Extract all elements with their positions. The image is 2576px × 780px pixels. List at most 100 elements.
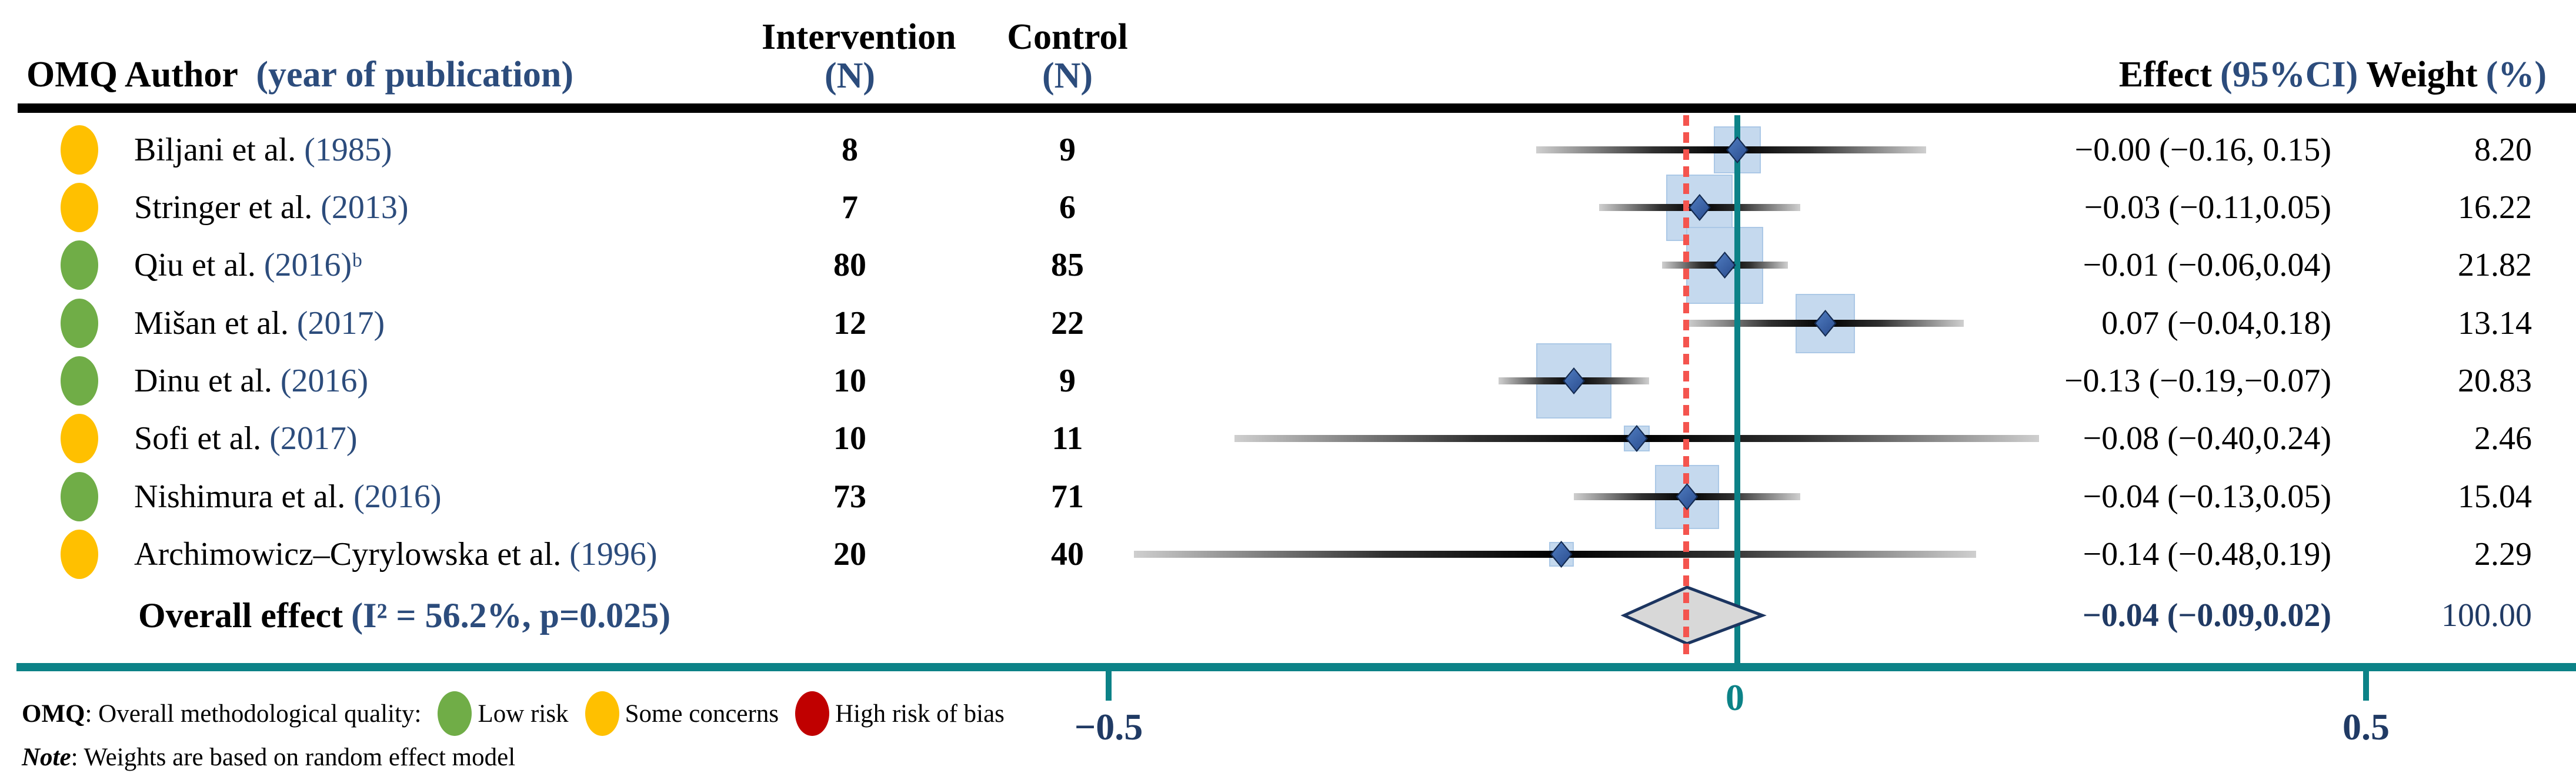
intervention-n-value: 20 [833, 536, 866, 573]
note-label: Note [22, 744, 71, 771]
intervention-n-value: 7 [842, 189, 858, 226]
omq-risk-dot [61, 356, 98, 406]
control-n-value: 9 [1059, 363, 1076, 399]
overall-effect-row: Overall effect (I² = 56.2%, p=0.025) −0.0… [0, 586, 2576, 645]
control-n-value: 71 [1051, 478, 1084, 515]
effect-ci-value: −0.04 (−0.13,0.05) [2083, 478, 2331, 515]
omq-risk-dot [61, 183, 98, 232]
effect-ci-value: −0.00 (−0.16, 0.15) [2074, 132, 2331, 168]
overall-weight-value: 100.00 [2441, 597, 2532, 634]
legend-high-risk-label: High risk of bias [835, 699, 1005, 728]
some-concerns-dot-icon [585, 691, 619, 736]
effect-ci-value: −0.13 (−0.19,−0.07) [2064, 363, 2331, 399]
low-risk-dot-icon [438, 691, 472, 736]
effect-ci-value: 0.07 (−0.04,0.18) [2101, 305, 2331, 342]
table-row: Biljani et al. (1985) 8 9 −0.00 (−0.16, 0… [0, 120, 2576, 179]
author-header-year: (year of publication) [256, 55, 573, 95]
control-n-value: 22 [1051, 305, 1084, 342]
study-author: Mišan et al. [134, 305, 289, 342]
x-axis-label-neg05: −0.5 [1074, 706, 1143, 748]
effect-ci-value: −0.03 (−0.11,0.05) [2084, 189, 2331, 226]
effect-ci-header: (95%CI) [2220, 55, 2358, 95]
intervention-n-value: 8 [842, 132, 858, 168]
effect-ci-value: −0.01 (−0.06,0.04) [2083, 247, 2331, 283]
table-row: Stringer et al. (2013) 7 6 −0.03 (−0.11,0… [0, 178, 2576, 237]
omq-risk-dot [61, 530, 98, 579]
effect-header: Effect [2118, 55, 2213, 95]
control-n-value: 40 [1051, 536, 1084, 573]
column-header-control: Control [1007, 17, 1128, 57]
study-author: Qiu et al. [134, 247, 256, 283]
intervention-n-value: 80 [833, 247, 866, 283]
legend-prefix: : Overall methodological quality: [85, 699, 422, 728]
legend-prefix-bold: OMQ [22, 699, 85, 728]
intervention-n-value: 10 [833, 420, 866, 457]
table-row: Nishimura et al. (2016) 73 71 −0.04 (−0.1… [0, 467, 2576, 526]
overall-effect-label: Overall effect [138, 596, 343, 635]
control-n-value: 85 [1051, 247, 1084, 283]
study-year: (2013) [321, 189, 409, 226]
intervention-n-value: 73 [833, 478, 866, 515]
column-header-intervention-n: (N) [824, 56, 876, 96]
x-axis-label-zero: 0 [1726, 677, 1744, 718]
control-n-value: 9 [1059, 132, 1076, 168]
omq-legend: OMQ: Overall methodological quality: Low… [22, 691, 1005, 736]
overall-heterogeneity-stats: (I² = 56.2%, p=0.025) [351, 596, 671, 635]
study-year: (2016) [353, 478, 442, 515]
omq-risk-dot [61, 472, 98, 521]
weight-pct-header: (%) [2485, 55, 2547, 95]
x-axis-label-05: 0.5 [2343, 706, 2390, 748]
weight-header: Weight [2366, 55, 2478, 95]
note-text: : Weights are based on random effect mod… [71, 744, 516, 771]
study-author: Stringer et al. [134, 189, 313, 226]
column-header-author: OMQ Author (year of publication) [26, 54, 573, 96]
intervention-n-value: 10 [833, 363, 866, 399]
header-separator-line [18, 103, 2576, 113]
x-axis-line [16, 663, 2576, 671]
weight-value: 13.14 [2458, 305, 2532, 342]
overall-effect-reference-line [1683, 115, 1689, 661]
x-axis-tick [1106, 671, 1112, 701]
study-author: Nishimura et al. [134, 478, 346, 515]
control-n-value: 11 [1052, 420, 1083, 457]
study-year: (1996) [569, 536, 658, 573]
zero-effect-line [1734, 115, 1740, 663]
study-year: (1985) [304, 132, 392, 168]
high-risk-dot-icon [795, 691, 830, 736]
effect-ci-value: −0.08 (−0.40,0.24) [2083, 420, 2331, 457]
legend-low-risk-label: Low risk [478, 699, 569, 728]
study-author: Archimowicz–Cyrylowska et al. [134, 536, 562, 573]
study-year: (2016) [280, 363, 369, 399]
table-row: Mišan et al. (2017) 12 22 0.07 (−0.04,0.1… [0, 294, 2576, 353]
author-header-black: OMQ Author [26, 55, 238, 95]
table-row: Qiu et al. (2016)ᵇ 80 85 −0.01 (−0.06,0.0… [0, 236, 2576, 294]
omq-risk-dot [61, 125, 98, 175]
study-year: (2016)ᵇ [263, 247, 362, 283]
legend-some-concerns-label: Some concerns [625, 699, 779, 728]
weight-value: 16.22 [2458, 189, 2532, 226]
column-header-effect-weight: Effect (95%CI) Weight (%) [2111, 54, 2547, 96]
omq-risk-dot [61, 299, 98, 348]
overall-effect-ci-value: −0.04 (−0.09,0.02) [2082, 597, 2331, 634]
intervention-n-value: 12 [833, 305, 866, 342]
column-header-control-n: (N) [1042, 56, 1093, 96]
study-year: (2017) [269, 420, 358, 457]
study-author: Biljani et al. [134, 132, 296, 168]
table-row: Dinu et al. (2016) 10 9 −0.13 (−0.19,−0.0… [0, 351, 2576, 410]
weight-value: 2.29 [2474, 536, 2532, 573]
weight-value: 21.82 [2458, 247, 2532, 283]
study-year: (2017) [296, 305, 385, 342]
weight-value: 2.46 [2474, 420, 2532, 457]
study-author: Sofi et al. [134, 420, 262, 457]
control-n-value: 6 [1059, 189, 1076, 226]
study-author: Dinu et al. [134, 363, 272, 399]
table-row: Archimowicz–Cyrylowska et al. (1996) 20 4… [0, 525, 2576, 584]
effect-ci-value: −0.14 (−0.48,0.19) [2083, 536, 2331, 573]
weight-value: 8.20 [2474, 132, 2532, 168]
table-row: Sofi et al. (2017) 10 11 −0.08 (−0.40,0.2… [0, 409, 2576, 468]
weight-value: 20.83 [2458, 363, 2532, 399]
weight-value: 15.04 [2458, 478, 2532, 515]
x-axis-tick [2363, 671, 2369, 701]
column-header-intervention: Intervention [762, 17, 956, 57]
